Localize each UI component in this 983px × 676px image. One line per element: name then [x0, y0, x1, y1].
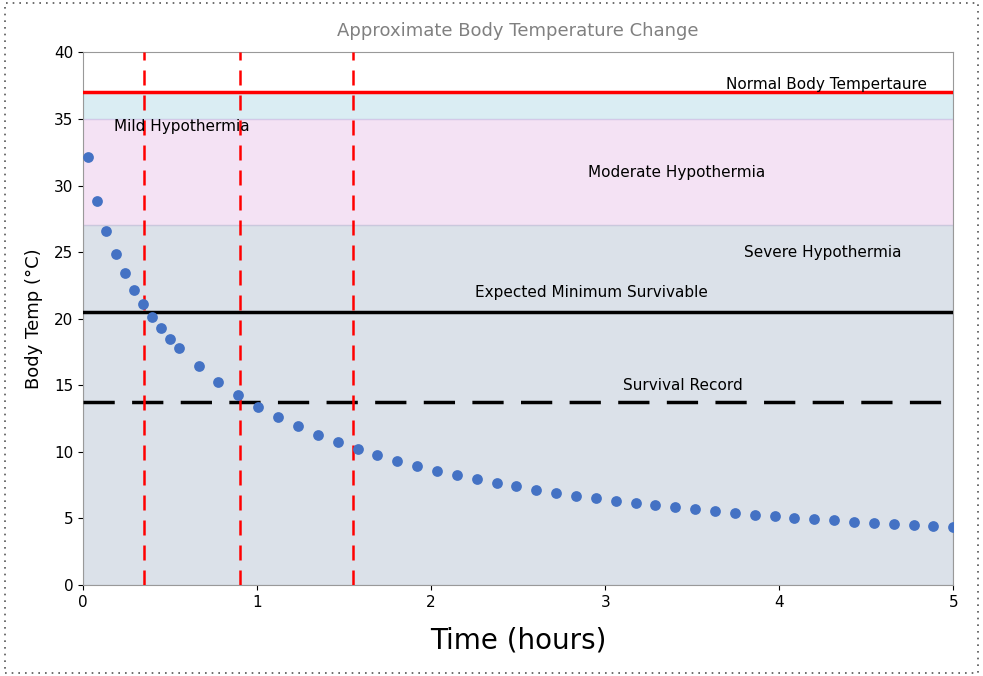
Point [270, 412, 286, 422]
Point [607, 496, 623, 506]
Point [827, 515, 842, 526]
Text: Severe Hypothermia: Severe Hypothermia [744, 245, 902, 260]
Point [727, 508, 743, 518]
Point [81, 151, 96, 162]
Bar [83, 119, 954, 226]
Point [905, 520, 921, 531]
Point [687, 504, 703, 514]
Point [886, 518, 901, 529]
Point [588, 493, 604, 504]
Point [98, 226, 114, 237]
Text: Survival Record: Survival Record [622, 378, 742, 393]
Point [866, 517, 882, 528]
Point [108, 249, 124, 260]
Point [389, 455, 405, 466]
Point [330, 437, 346, 448]
Point [153, 323, 169, 334]
Point [508, 481, 524, 491]
Point [210, 377, 226, 387]
Point [370, 450, 385, 460]
Point [707, 506, 723, 516]
Point [290, 421, 306, 432]
Point [786, 512, 802, 523]
Point [135, 299, 150, 310]
Point [529, 484, 545, 495]
Text: Mild Hypothermia: Mild Hypothermia [114, 120, 250, 135]
Point [230, 389, 246, 400]
Bar [83, 93, 954, 119]
Point [310, 429, 325, 440]
Point [489, 477, 504, 488]
Point [568, 490, 584, 501]
Point [667, 502, 683, 512]
Point [767, 510, 782, 521]
Point [806, 514, 822, 525]
Point [117, 268, 133, 279]
Title: Approximate Body Temperature Change: Approximate Body Temperature Change [337, 22, 699, 40]
Bar [83, 226, 954, 312]
Point [469, 474, 485, 485]
Point [350, 443, 366, 454]
Text: Moderate Hypothermia: Moderate Hypothermia [588, 165, 765, 180]
Point [846, 516, 862, 527]
Point [251, 402, 266, 412]
Point [648, 500, 664, 510]
Text: Expected Minimum Survivable: Expected Minimum Survivable [475, 285, 708, 299]
Point [430, 465, 445, 476]
Point [145, 312, 160, 322]
X-axis label: Time (hours): Time (hours) [430, 626, 607, 654]
Point [747, 509, 763, 520]
Point [449, 470, 465, 481]
Point [171, 343, 187, 354]
Point [191, 361, 206, 372]
Point [549, 487, 564, 498]
Text: Normal Body Tempertaure: Normal Body Tempertaure [726, 77, 927, 92]
Point [926, 521, 942, 531]
Point [162, 333, 178, 344]
Y-axis label: Body Temp (°C): Body Temp (°C) [25, 248, 43, 389]
Point [89, 195, 105, 206]
Bar [83, 312, 954, 585]
Point [409, 460, 425, 471]
Point [126, 285, 142, 295]
Point [946, 521, 961, 532]
Point [628, 498, 644, 508]
